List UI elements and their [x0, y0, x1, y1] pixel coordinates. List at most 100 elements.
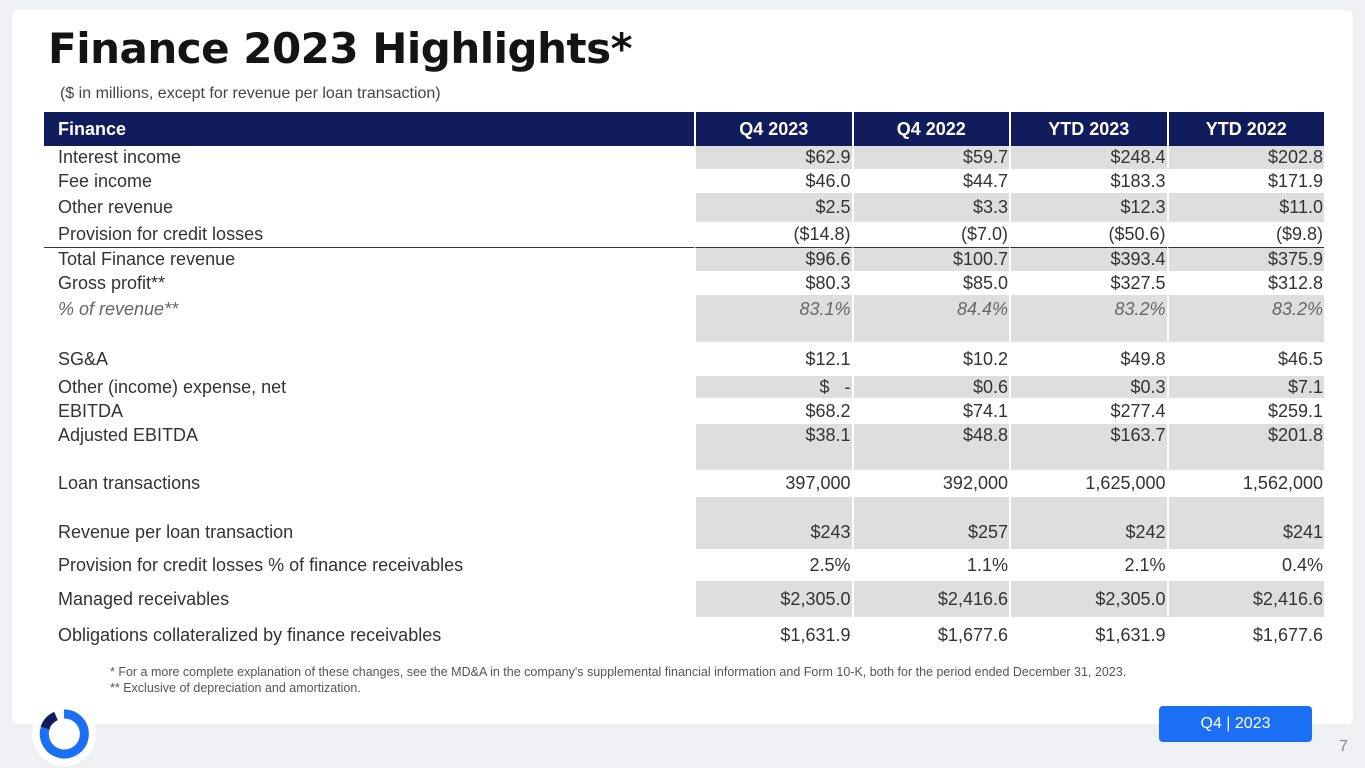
units-note: ($ in millions, except for revenue per l…: [60, 85, 441, 102]
cell-ytd-2022: 0.4%: [1166, 549, 1325, 581]
table-row: Fee income $46.0 $44.7 $183.3 $171.9: [44, 169, 1324, 193]
cell-q4-2022: $3.3: [851, 193, 1009, 222]
table-row: EBITDA $68.2 $74.1 $277.4 $259.1: [44, 398, 1324, 424]
cell-q4-2023: $2.5: [694, 193, 852, 222]
col-header-q4-2022: Q4 2022: [851, 112, 1009, 146]
cell-ytd-2023: $183.3: [1009, 169, 1167, 193]
table-row: Adjusted EBITDA $38.1 $48.8 $163.7 $201.8: [44, 424, 1324, 447]
cell-q4-2023: $243: [694, 516, 852, 549]
cell-q4-2022: [851, 497, 1009, 516]
table-row: Loan transactions 397,000 392,000 1,625,000…: [44, 470, 1324, 497]
company-logo-icon: [32, 702, 96, 766]
cell-ytd-2023: $163.7: [1009, 424, 1167, 447]
cell-q4-2023: 397,000: [694, 470, 852, 497]
row-label: SG&A: [58, 348, 109, 369]
row-label: % of revenue**: [58, 299, 179, 319]
table-row: Provision for credit losses ($14.8) ($7.0)…: [44, 222, 1324, 247]
cell-ytd-2023: $1,631.9: [1009, 617, 1167, 653]
col-header-ytd-2022: YTD 2022: [1166, 112, 1324, 146]
table-row: Other (income) expense, net $ - $0.6 $0.3 $7…: [44, 376, 1324, 398]
cell-ytd-2023: ($50.6): [1009, 222, 1167, 247]
cell-ytd-2022: $171.9: [1166, 169, 1325, 193]
cell-ytd-2023: $12.3: [1009, 193, 1167, 222]
cell-q4-2022: $85.0: [851, 271, 1010, 295]
cell-q4-2022: 392,000: [851, 470, 1010, 497]
cell-q4-2022: $74.1: [851, 398, 1010, 424]
cell-q4-2023: 83.1%: [694, 295, 852, 324]
row-label: Fee income: [58, 170, 153, 191]
cell-q4-2023: $68.2: [694, 398, 852, 424]
cell-q4-2022: [851, 324, 1009, 342]
footnote: * For a more complete explanation of the…: [110, 665, 1127, 679]
row-label: Other (income) expense, net: [58, 376, 287, 397]
footnotes: * For a more complete explanation of the…: [110, 664, 1230, 696]
cell-ytd-2022: $2,416.6: [1166, 581, 1324, 617]
cell-q4-2022: $44.7: [851, 169, 1010, 193]
table-row: [44, 324, 1324, 342]
cell-ytd-2023: $242: [1009, 516, 1167, 549]
cell-q4-2023: ($14.8): [694, 222, 852, 247]
table-row: Gross profit** $80.3 $85.0 $327.5 $312.8: [44, 271, 1324, 295]
period-badge: Q4 | 2023: [1159, 706, 1312, 742]
table-row: [44, 497, 1324, 516]
cell-q4-2023: $46.0: [694, 169, 852, 193]
cell-q4-2022: 1.1%: [851, 549, 1010, 581]
cell-q4-2023: $96.6: [694, 247, 852, 271]
table-row: Obligations collateralized by finance re…: [44, 617, 1324, 653]
cell-ytd-2023: $277.4: [1009, 398, 1167, 424]
col-header-ytd-2023: YTD 2023: [1009, 112, 1167, 146]
footnote: ** Exclusive of depreciation and amortiz…: [110, 681, 361, 695]
table-row: [44, 447, 1324, 470]
cell-q4-2023: 2.5%: [694, 549, 852, 581]
cell-q4-2022: [851, 447, 1009, 470]
page-title: Finance 2023 Highlights*: [48, 24, 633, 73]
page-number: 7: [1339, 738, 1348, 755]
finance-table: Finance Q4 2023 Q4 2022 YTD 2023 YTD 202…: [44, 112, 1324, 653]
row-label: Loan transactions: [58, 473, 201, 493]
cell-q4-2023: $12.1: [694, 342, 852, 376]
cell-ytd-2022: 83.2%: [1166, 295, 1324, 324]
cell-ytd-2022: $46.5: [1166, 342, 1325, 376]
cell-q4-2023: [694, 324, 852, 342]
cell-q4-2023: $2,305.0: [694, 581, 852, 617]
cell-ytd-2022: $11.0: [1166, 193, 1324, 222]
cell-q4-2022: $257: [851, 516, 1009, 549]
row-label: Revenue per loan transaction: [58, 522, 294, 542]
cell-q4-2023: $ -: [694, 376, 852, 398]
row-label: Obligations collateralized by finance re…: [58, 624, 442, 645]
row-label: EBITDA: [58, 400, 124, 421]
cell-ytd-2022: $375.9: [1166, 247, 1324, 271]
cell-ytd-2022: $1,677.6: [1166, 617, 1325, 653]
cell-ytd-2022: $7.1: [1166, 376, 1324, 398]
table-row: Provision for credit losses % of finance…: [44, 549, 1324, 581]
cell-q4-2023: [694, 447, 852, 470]
cell-ytd-2023: $0.3: [1009, 376, 1167, 398]
cell-q4-2023: $80.3: [694, 271, 852, 295]
cell-q4-2022: $10.2: [851, 342, 1010, 376]
row-label: Provision for credit losses: [58, 224, 264, 244]
cell-ytd-2023: 1,625,000: [1009, 470, 1167, 497]
cell-q4-2022: ($7.0): [851, 222, 1010, 247]
cell-ytd-2022: [1166, 324, 1324, 342]
cell-ytd-2022: $259.1: [1166, 398, 1325, 424]
row-label: [44, 497, 694, 516]
cell-ytd-2022: $241: [1166, 516, 1324, 549]
cell-q4-2022: $100.7: [851, 247, 1009, 271]
cell-ytd-2023: $49.8: [1009, 342, 1167, 376]
cell-ytd-2023: $393.4: [1009, 247, 1167, 271]
cell-ytd-2023: $327.5: [1009, 271, 1167, 295]
cell-q4-2022: $0.6: [851, 376, 1009, 398]
cell-ytd-2023: $2,305.0: [1009, 581, 1167, 617]
table-row: Interest income $62.9 $59.7 $248.4 $202.8: [44, 146, 1324, 169]
table-row: Total Finance revenue $96.6 $100.7 $393.4 $3…: [44, 247, 1324, 271]
cell-ytd-2023: [1009, 447, 1167, 470]
cell-ytd-2022: $312.8: [1166, 271, 1325, 295]
cell-ytd-2023: 2.1%: [1009, 549, 1167, 581]
cell-ytd-2022: 1,562,000: [1166, 470, 1325, 497]
row-label: Interest income: [58, 147, 182, 167]
cell-q4-2022: $59.7: [851, 146, 1009, 169]
cell-ytd-2022: $202.8: [1166, 146, 1324, 169]
row-label: [44, 447, 694, 470]
row-label: Adjusted EBITDA: [58, 425, 199, 445]
cell-ytd-2022: [1166, 447, 1324, 470]
